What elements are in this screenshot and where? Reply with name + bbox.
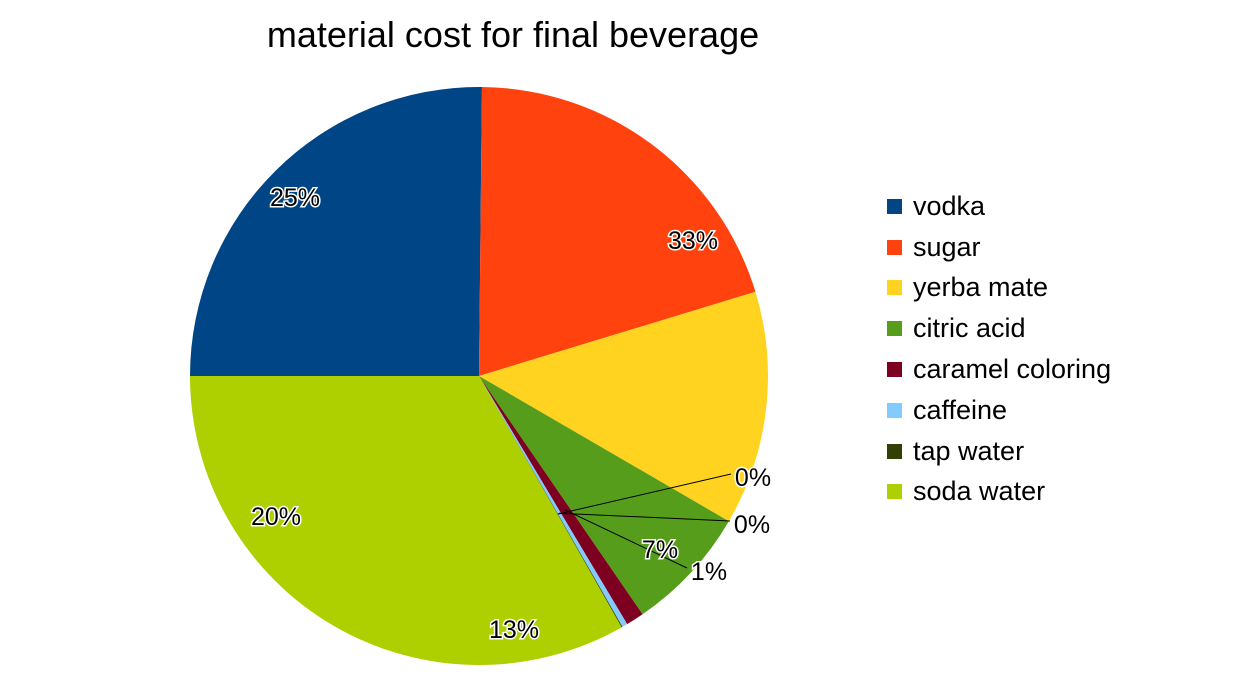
pie-slice-sugar (479, 87, 756, 376)
legend-swatch (887, 321, 902, 337)
data-label-citric-acid: 7% (642, 536, 678, 564)
data-label-vodka: 25% (270, 184, 320, 212)
legend-swatch (887, 484, 902, 500)
legend-label: citric acid (913, 313, 1026, 344)
data-label-caramel-coloring: 1% (691, 558, 727, 586)
data-label-tap-water: 0% (735, 464, 771, 492)
legend-item-tap-water: tap water (887, 431, 1111, 472)
pie-slice-soda-water (190, 376, 622, 665)
pie-slice-caramel-coloring (479, 376, 643, 625)
legend-swatch (887, 402, 902, 418)
data-label-yerba-mate: 13% (489, 616, 539, 644)
pie-slice-tap-water (479, 376, 623, 628)
legend-label: caramel coloring (913, 354, 1112, 385)
data-label-sugar: 20% (251, 503, 301, 531)
legend-label: tap water (913, 435, 1025, 466)
pie-slice-yerba-mate (479, 291, 769, 522)
chart-title: material cost for final beverage (266, 14, 760, 55)
leader-line-tap-water (557, 473, 732, 515)
legend-swatch (887, 280, 902, 296)
legend: vodka sugar yerba mate citric acid caramel c… (887, 186, 1111, 512)
legend-label: sugar (913, 231, 981, 262)
legend-item-yerba-mate: yerba mate (887, 268, 1111, 309)
legend-swatch (887, 362, 902, 378)
legend-item-sugar: sugar (887, 227, 1111, 268)
leader-line-caramel-coloring (564, 509, 688, 569)
pie-slice-citric-acid (479, 376, 729, 615)
legend-swatch (887, 443, 902, 459)
legend-item-soda-water: soda water (887, 472, 1111, 513)
pie-slice-vodka (190, 86, 482, 377)
data-label-caffeine: 0% (734, 511, 770, 539)
legend-label: yerba mate (913, 272, 1049, 303)
legend-item-caffeine: caffeine (887, 390, 1111, 431)
data-label-soda-water: 33% (668, 227, 718, 255)
leader-line-caffeine (559, 512, 731, 522)
legend-item-vodka: vodka (887, 186, 1111, 227)
legend-swatch (887, 198, 902, 214)
legend-item-caramel-coloring: caramel coloring (887, 349, 1111, 390)
legend-label: vodka (913, 190, 986, 221)
legend-label: soda water (913, 476, 1046, 507)
pie-slice-caffeine (479, 376, 628, 627)
legend-swatch (887, 239, 902, 255)
legend-label: caffeine (913, 394, 1008, 425)
legend-item-citric-acid: citric acid (887, 308, 1111, 349)
